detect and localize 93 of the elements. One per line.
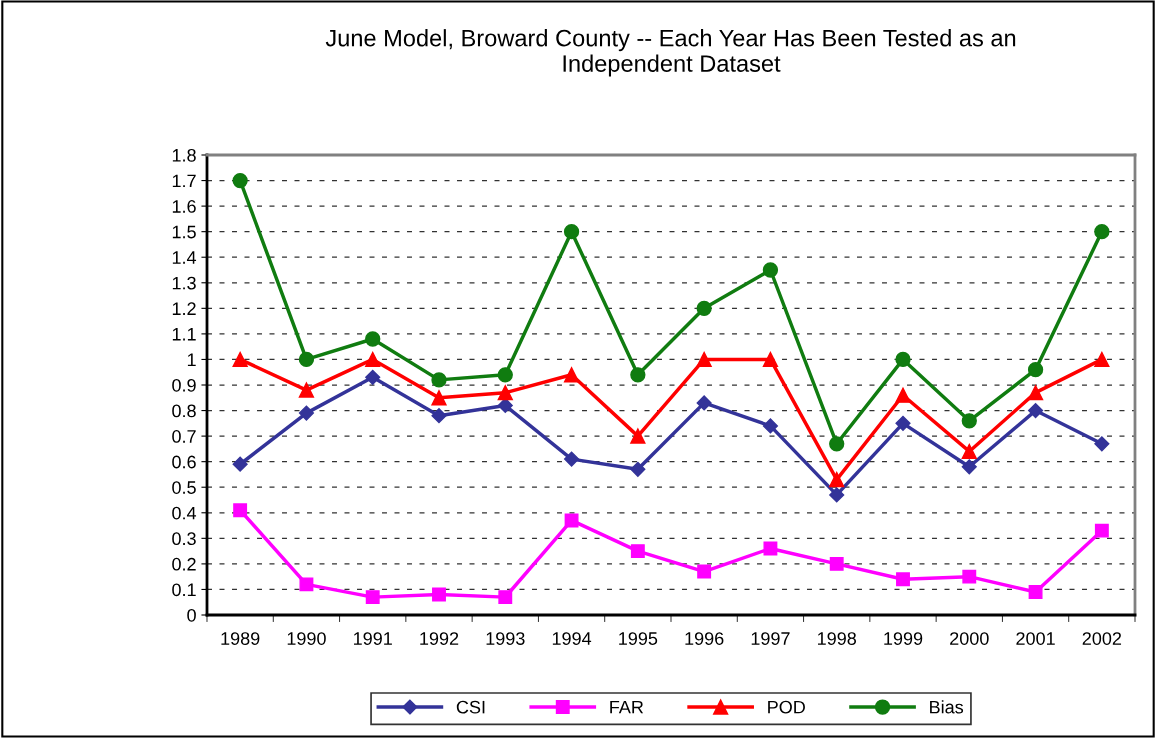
point xyxy=(431,408,447,424)
y-tick-label: 0.3 xyxy=(172,532,196,546)
point xyxy=(696,351,712,368)
point xyxy=(763,541,778,556)
point xyxy=(895,351,911,368)
y-tick-label: 1.6 xyxy=(172,200,196,213)
point xyxy=(696,300,712,316)
point xyxy=(762,262,779,278)
point xyxy=(630,428,646,444)
point xyxy=(961,413,977,429)
point xyxy=(365,369,381,385)
x-tick-label: 2000 xyxy=(950,632,989,645)
y-tick-label: 0.9 xyxy=(172,378,196,392)
point xyxy=(233,503,248,518)
y-tick-label: 0.2 xyxy=(172,557,196,571)
y-tick-label: 1.4 xyxy=(172,251,197,264)
point xyxy=(564,513,579,528)
x-tick-label: 2001 xyxy=(1016,632,1055,645)
y-tick-label: 0.7 xyxy=(172,430,196,443)
point xyxy=(697,564,712,579)
point xyxy=(564,451,580,467)
y-tick-label: 1.2 xyxy=(172,302,196,315)
point xyxy=(365,590,380,605)
point xyxy=(829,487,845,503)
point xyxy=(696,395,712,411)
x-tick-label: 2002 xyxy=(1082,632,1122,645)
x-tick-label: 1996 xyxy=(685,632,724,645)
x-tick-label: 1990 xyxy=(287,632,326,645)
y-tick-label: 0 xyxy=(187,608,196,622)
x-tick-label: 1997 xyxy=(751,632,790,645)
point xyxy=(1094,224,1110,240)
y-tick-label: 0.4 xyxy=(172,506,197,520)
point xyxy=(299,577,314,592)
point xyxy=(829,436,845,452)
point xyxy=(630,544,645,559)
point xyxy=(630,461,646,477)
point xyxy=(431,390,447,406)
point xyxy=(232,172,248,189)
point xyxy=(962,569,977,584)
point xyxy=(365,331,381,347)
y-tick-label: 0.6 xyxy=(172,455,196,469)
point xyxy=(829,471,845,488)
legend-label: POD xyxy=(768,700,805,714)
x-tick-label: 1998 xyxy=(818,632,857,645)
x-tick-label: 1995 xyxy=(619,632,658,645)
point xyxy=(232,456,248,472)
legend-label: Bias xyxy=(930,700,964,714)
point xyxy=(431,372,447,388)
y-tick-label: 0.1 xyxy=(172,583,196,597)
point xyxy=(497,385,513,401)
point xyxy=(563,224,580,240)
point xyxy=(895,387,911,403)
y-tick-label: 1.3 xyxy=(172,276,196,290)
point xyxy=(365,351,381,368)
point xyxy=(432,587,446,602)
point xyxy=(298,382,315,398)
point xyxy=(298,351,315,368)
x-tick-label: 1989 xyxy=(221,632,260,645)
point xyxy=(298,405,314,421)
point xyxy=(961,459,977,475)
legend-label: CSI xyxy=(456,700,485,714)
point xyxy=(232,351,248,368)
point xyxy=(497,367,513,383)
point xyxy=(1094,351,1110,368)
point xyxy=(762,351,779,368)
y-tick-label: 1 xyxy=(187,353,196,366)
legend-label: FAR xyxy=(610,700,644,714)
point xyxy=(829,556,844,571)
x-tick-label: 1994 xyxy=(552,632,592,645)
point xyxy=(895,415,911,431)
x-tick-label: 1999 xyxy=(884,632,923,645)
point xyxy=(1027,385,1044,401)
point xyxy=(563,367,580,383)
point xyxy=(961,443,977,460)
chart-title: June Model, Broward County -- Each Year Has Been Tested as an Independent Dataset xyxy=(325,29,1016,77)
y-tick-label: 1.7 xyxy=(172,174,196,188)
y-tick-label: 1.5 xyxy=(172,225,196,239)
x-tick-label: 1992 xyxy=(420,632,459,645)
point xyxy=(1094,523,1109,538)
point xyxy=(896,572,910,587)
point xyxy=(762,418,778,434)
x-tick-label: 1991 xyxy=(354,632,392,645)
point xyxy=(1027,362,1044,378)
y-tick-label: 1.1 xyxy=(172,328,196,341)
y-tick-label: 0.8 xyxy=(172,404,196,418)
point xyxy=(1094,436,1110,452)
point xyxy=(1028,402,1044,419)
y-tick-label: 0.5 xyxy=(172,481,196,494)
y-tick-label: 1.8 xyxy=(172,148,196,162)
point xyxy=(1028,585,1043,599)
x-tick-label: 1993 xyxy=(486,632,525,645)
point xyxy=(630,367,646,383)
point xyxy=(498,590,513,605)
